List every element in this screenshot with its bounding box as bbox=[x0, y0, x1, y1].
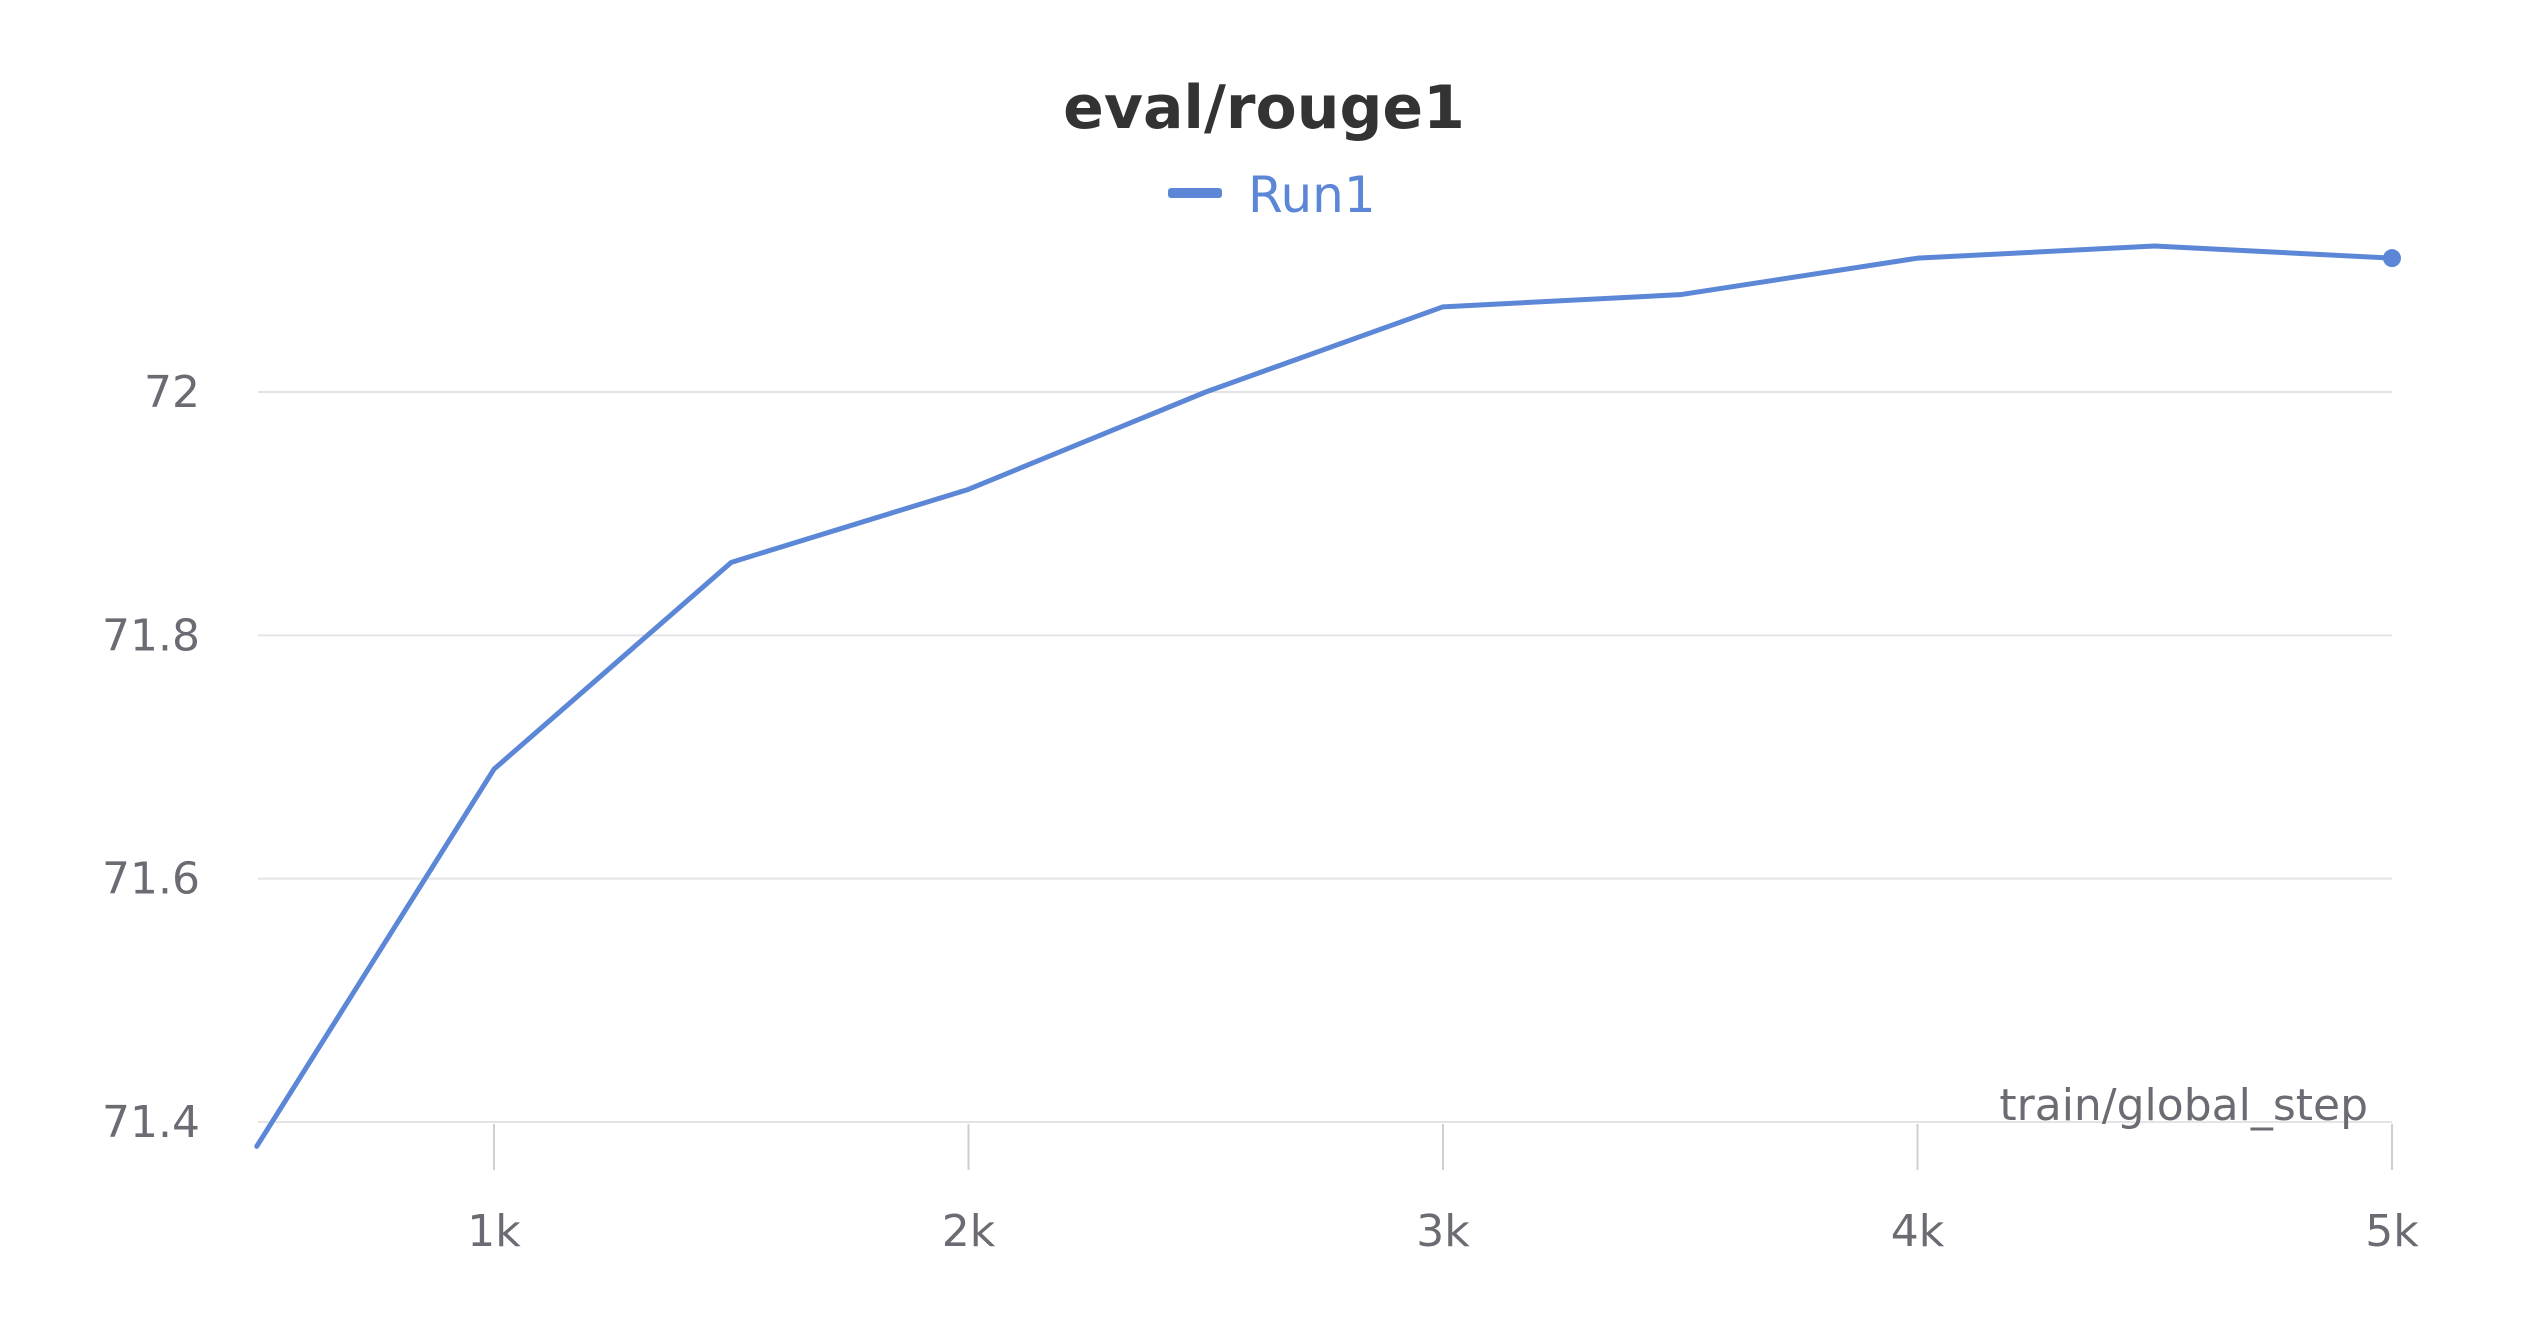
series-line-run1 bbox=[254, 243, 2395, 1149]
axes: 71.4 71.6 71.8 72 1k 2k 3k 4k 5k bbox=[102, 367, 2419, 1257]
legend-swatch-run1 bbox=[1168, 188, 1222, 198]
chart-title: eval/rouge1 bbox=[1063, 73, 1465, 143]
x-tick-label: 1k bbox=[467, 1206, 521, 1257]
legend-label-run1: Run1 bbox=[1248, 166, 1376, 224]
x-tick-label: 3k bbox=[1416, 1206, 1470, 1257]
y-tick-label: 71.8 bbox=[102, 610, 200, 661]
legend: Run1 bbox=[1168, 166, 1376, 224]
x-tick-label: 2k bbox=[942, 1206, 996, 1257]
x-tick-label: 4k bbox=[1891, 1206, 1945, 1257]
grid bbox=[258, 391, 2392, 1123]
series-end-point bbox=[2383, 249, 2401, 268]
x-tick-label: 5k bbox=[2365, 1206, 2419, 1257]
x-axis-label: train/global_step bbox=[1999, 1080, 2368, 1131]
y-tick-label: 71.6 bbox=[102, 854, 200, 905]
y-tick-label: 72 bbox=[144, 367, 200, 418]
y-tick-label: 71.4 bbox=[102, 1097, 200, 1148]
series-layer bbox=[254, 243, 2401, 1149]
